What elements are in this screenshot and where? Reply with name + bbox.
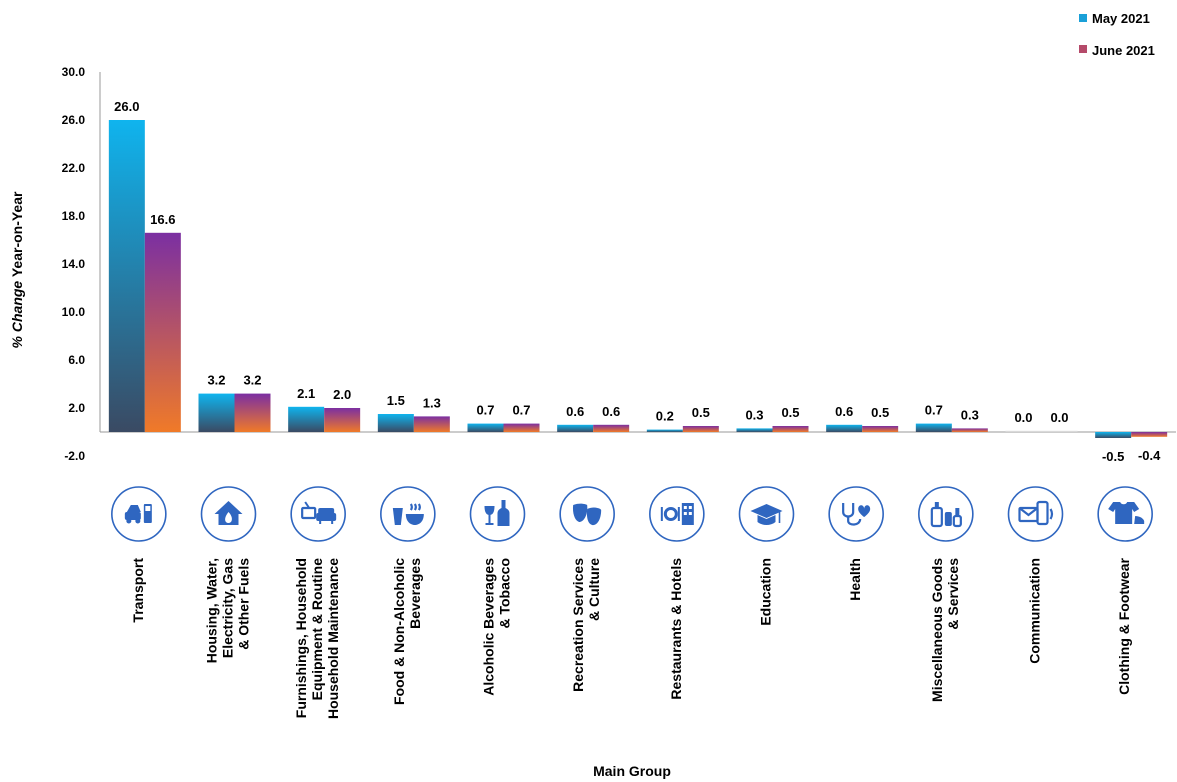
category-label: Health bbox=[847, 558, 863, 601]
data-label: 1.3 bbox=[423, 395, 441, 410]
bar-june bbox=[593, 424, 630, 432]
bar-may bbox=[1005, 430, 1042, 432]
toiletries-icon bbox=[918, 486, 974, 542]
bar-june bbox=[324, 408, 361, 432]
y-tick-label: 6.0 bbox=[68, 353, 85, 367]
bar-may bbox=[557, 424, 594, 432]
theatre-masks-icon bbox=[559, 486, 615, 542]
data-label: 0.7 bbox=[476, 403, 494, 418]
car-fuel-icon bbox=[111, 486, 167, 542]
y-tick-label: 14.0 bbox=[62, 257, 86, 271]
category-label: Clothing & Footwear bbox=[1116, 557, 1132, 694]
bar-may bbox=[915, 423, 952, 432]
data-label: 0.3 bbox=[961, 407, 979, 422]
y-tick-label: 10.0 bbox=[62, 305, 86, 319]
data-label: -0.5 bbox=[1102, 449, 1124, 464]
shirt-shoe-icon bbox=[1097, 486, 1153, 542]
category-label: Alcoholic Beverages& Tobacco bbox=[481, 558, 513, 696]
category-labels: Transport Housing, Water,Electricity, Gas… bbox=[130, 557, 1132, 719]
data-label: 0.6 bbox=[602, 404, 620, 419]
house-flame-icon bbox=[200, 486, 257, 542]
bar-may bbox=[646, 429, 683, 432]
data-label: 0.2 bbox=[656, 409, 674, 424]
bar-may bbox=[467, 423, 504, 432]
data-label: 3.2 bbox=[207, 373, 225, 388]
y-tick-label: 26.0 bbox=[62, 113, 86, 127]
data-label: 2.0 bbox=[333, 387, 351, 402]
data-label: 2.1 bbox=[297, 386, 315, 401]
data-label: 0.6 bbox=[566, 404, 584, 419]
data-label: 16.6 bbox=[150, 212, 175, 227]
data-label: 3.2 bbox=[243, 373, 261, 388]
category-label: Transport bbox=[130, 558, 146, 623]
y-tick-label: 30.0 bbox=[62, 65, 86, 79]
data-label: 0.7 bbox=[925, 403, 943, 418]
bar-may bbox=[288, 406, 325, 432]
data-label: 0.7 bbox=[512, 403, 530, 418]
y-tick-label: 2.0 bbox=[68, 401, 85, 415]
data-label: 0.3 bbox=[745, 407, 763, 422]
category-label: Recreation Services& Culture bbox=[570, 558, 602, 692]
data-label: 0.0 bbox=[1050, 410, 1068, 425]
y-axis-title: % Change Year-on-Year bbox=[9, 191, 25, 348]
bar-may bbox=[736, 428, 773, 432]
bar-june bbox=[144, 232, 181, 432]
wine-bottle-icon bbox=[469, 486, 526, 542]
legend-swatch-may bbox=[1079, 14, 1087, 22]
bar-june bbox=[1131, 432, 1168, 437]
data-labels: 26.0 16.6 3.2 3.2 2.1 2.0 1.5 1.3 0.7 0.7 0.6 0.6 0.… bbox=[114, 99, 1161, 464]
bar-june bbox=[862, 426, 899, 432]
bar-june bbox=[1041, 430, 1078, 432]
bar-may bbox=[108, 120, 145, 432]
x-axis-title: Main Group bbox=[593, 763, 671, 779]
bar-may bbox=[198, 393, 235, 432]
bar-june bbox=[682, 426, 719, 432]
legend-label-june: June 2021 bbox=[1092, 43, 1155, 58]
bar-june bbox=[413, 416, 450, 432]
bar-june bbox=[772, 426, 809, 432]
category-icons bbox=[111, 486, 1153, 542]
data-label: 0.0 bbox=[1014, 410, 1032, 425]
y-tick-label: 22.0 bbox=[62, 161, 86, 175]
bar-june bbox=[503, 423, 540, 432]
bars bbox=[108, 120, 1168, 438]
legend: May 2021 June 2021 bbox=[1079, 11, 1155, 58]
stethoscope-icon bbox=[828, 486, 884, 542]
bar-may bbox=[1095, 432, 1132, 438]
bar-may bbox=[826, 424, 863, 432]
legend-swatch-june bbox=[1079, 45, 1087, 53]
data-label: 0.5 bbox=[692, 405, 710, 420]
data-label: 26.0 bbox=[114, 99, 139, 114]
category-label: Education bbox=[758, 558, 774, 626]
legend-label-may: May 2021 bbox=[1092, 11, 1150, 26]
category-label: Furnishings, HouseholdEquipment & Routin… bbox=[293, 558, 341, 719]
bar-june bbox=[234, 393, 271, 432]
category-label: Miscellaneous Goods& Services bbox=[929, 558, 961, 702]
dining-hotel-icon bbox=[649, 486, 705, 542]
y-tick-label: 18.0 bbox=[62, 209, 86, 223]
phone-mail-icon bbox=[1007, 486, 1064, 542]
food-drink-icon bbox=[380, 486, 436, 542]
data-label: 0.5 bbox=[871, 405, 889, 420]
y-axis: -2.0 2.0 6.0 10.0 14.0 18.0 22.0 26.0 30.0 bbox=[62, 65, 1176, 463]
data-label: 0.6 bbox=[835, 404, 853, 419]
graduation-cap-icon bbox=[738, 486, 795, 542]
y-tick-label: -2.0 bbox=[64, 449, 85, 463]
bar-june bbox=[951, 428, 988, 432]
data-label: 1.5 bbox=[387, 393, 405, 408]
category-label: Housing, Water,Electricity, Gas& Other F… bbox=[204, 558, 252, 663]
tv-sofa-icon bbox=[290, 486, 346, 542]
category-label: Communication bbox=[1027, 558, 1043, 664]
data-label: -0.4 bbox=[1138, 448, 1161, 463]
category-label: Food & Non-AlcoholicBeverages bbox=[391, 558, 423, 705]
data-label: 0.5 bbox=[781, 405, 799, 420]
category-label: Restaurants & Hotels bbox=[668, 558, 684, 700]
bar-may bbox=[377, 414, 414, 432]
